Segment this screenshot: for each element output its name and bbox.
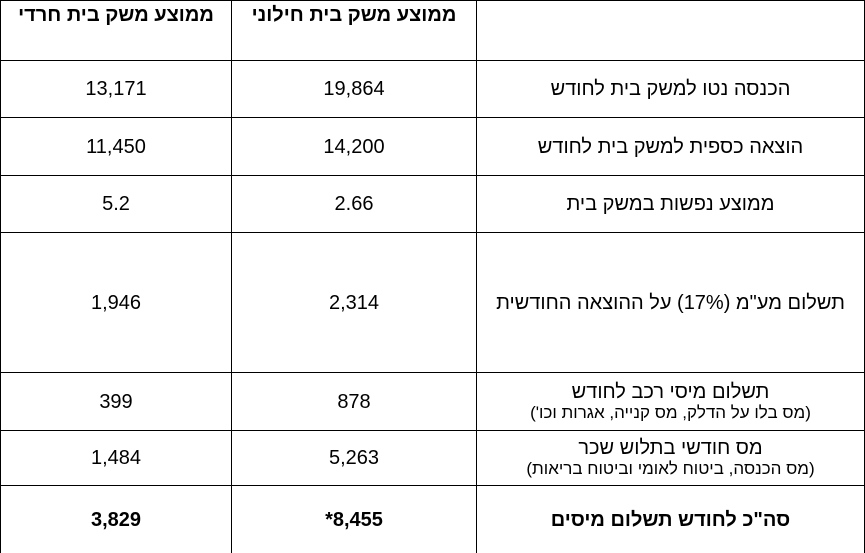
row-label: מס חודשי בתלוש שכר [578,437,763,459]
secular-value: 5,263 [231,430,477,486]
row-label: סה"כ לחודש תשלום מיסים [550,508,791,531]
row-note: (מס בלו על הדלק, מס קנייה, אגרות וכו') [530,402,811,422]
row-label: תשלום מיסי רכב לחודש [571,380,770,403]
secular-value: *8,455 [231,485,477,553]
row-label: הוצאה כספית למשק בית לחודש [537,135,804,158]
header-cell: ממוצע משק בית חרדי [0,0,232,61]
label-cell: מס חודשי בתלוש שכר (מס הכנסה, ביטוח לאומי… [476,430,865,486]
secular-value: 878 [231,372,477,431]
secular-value: 14,200 [231,117,477,176]
haredi-value: 11,450 [0,117,232,176]
header-cell: ממוצע משק בית חילוני [231,0,477,61]
label-cell: תשלום מע"מ (17%) על ההוצאה החודשית [476,232,865,373]
table-row: הכנסה נטו למשק בית לחודש 19,864 13,171 [0,60,865,118]
label-cell: תשלום מיסי רכב לחודש (מס בלו על הדלק, מס … [476,372,865,431]
label-cell: הכנסה נטו למשק בית לחודש [476,60,865,118]
table-row: תשלום מיסי רכב לחודש (מס בלו על הדלק, מס … [0,372,865,431]
table-row: סה"כ לחודש תשלום מיסים *8,455 3,829 [0,485,865,553]
header-row: ממוצע משק בית חילוני ממוצע משק בית חרדי [0,0,865,61]
row-label: הכנסה נטו למשק בית לחודש [550,78,791,100]
table-row: תשלום מע"מ (17%) על ההוצאה החודשית 2,314 1… [0,232,865,373]
row-label: ממוצע נפשות במשק בית [566,193,775,215]
header-cell [476,0,865,61]
label-cell: הוצאה כספית למשק בית לחודש [476,117,865,176]
table-body: הכנסה נטו למשק בית לחודש 19,864 13,171 הוצא… [0,60,865,553]
label-cell: סה"כ לחודש תשלום מיסים [476,485,865,553]
haredi-value: 399 [0,372,232,431]
haredi-value: 3,829 [0,485,232,553]
table-row: מס חודשי בתלוש שכר (מס הכנסה, ביטוח לאומי… [0,430,865,486]
haredi-value: 13,171 [0,60,232,118]
secular-value: 19,864 [231,60,477,118]
secular-value: 2.66 [231,175,477,233]
table-row: הוצאה כספית למשק בית לחודש 14,200 11,450 [0,117,865,176]
label-cell: ממוצע נפשות במשק בית [476,175,865,233]
row-note: (מס הכנסה, ביטוח לאומי וביטוח בריאות) [526,459,815,478]
secular-value: 2,314 [231,232,477,373]
row-label: תשלום מע"מ (17%) על ההוצאה החודשית [496,291,845,314]
haredi-value: 5.2 [0,175,232,233]
haredi-value: 1,946 [0,232,232,373]
haredi-value: 1,484 [0,430,232,486]
table-row: ממוצע נפשות במשק בית 2.66 5.2 [0,175,865,233]
